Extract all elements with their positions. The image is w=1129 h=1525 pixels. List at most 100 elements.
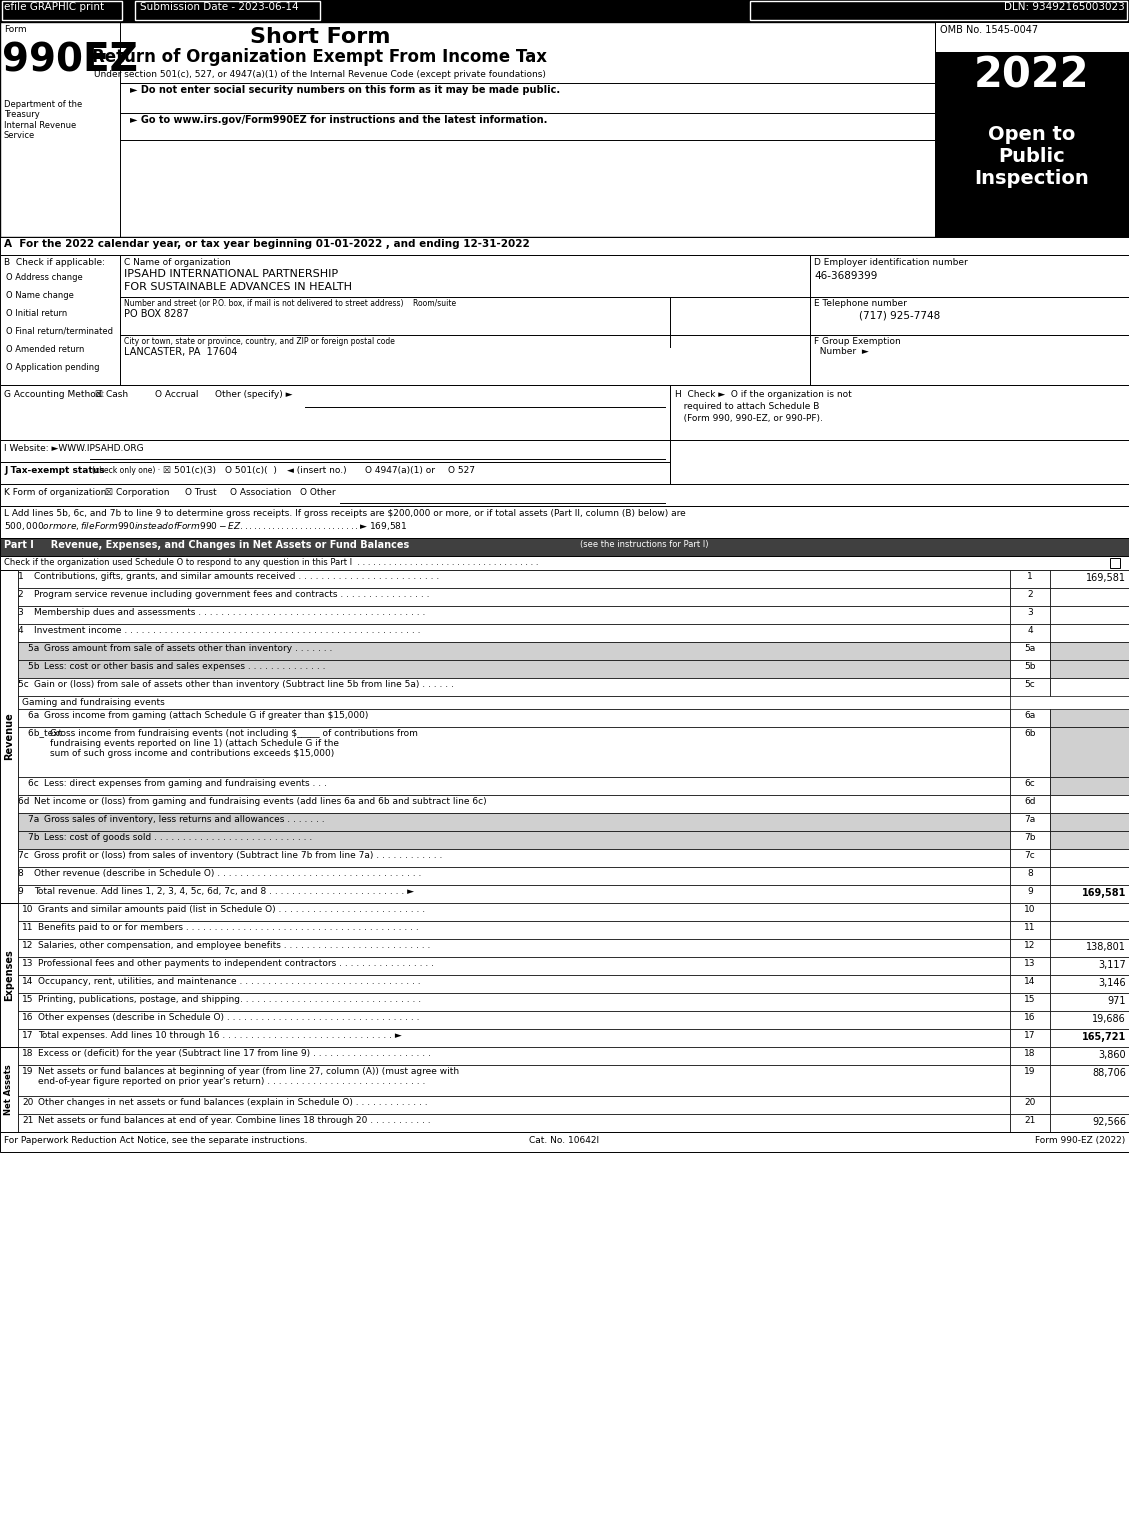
Bar — [809, 336, 1129, 384]
Text: (see the instructions for Part I): (see the instructions for Part I) — [580, 540, 709, 549]
Text: C Name of organization: C Name of organization — [124, 258, 230, 267]
Bar — [1010, 1048, 1050, 1064]
Bar — [18, 795, 1010, 813]
Bar — [1050, 589, 1129, 605]
Text: 10: 10 — [1024, 904, 1035, 913]
Text: O Name change: O Name change — [6, 291, 73, 300]
Text: sum of such gross income and contributions exceeds $15,000): sum of such gross income and contributio… — [50, 749, 334, 758]
Bar — [1050, 795, 1129, 813]
Text: G Accounting Method:: G Accounting Method: — [5, 390, 104, 400]
Text: Program service revenue including government fees and contracts . . . . . . . . : Program service revenue including govern… — [34, 590, 429, 599]
Text: 169,581: 169,581 — [1082, 888, 1126, 898]
Bar — [18, 1095, 1010, 1113]
Text: required to attach Schedule B: required to attach Schedule B — [675, 403, 820, 412]
Text: 21: 21 — [21, 1116, 34, 1124]
Text: 5c: 5c — [18, 680, 32, 689]
Text: 6b: 6b — [1024, 729, 1035, 738]
Text: Submission Date - 2023-06-14: Submission Date - 2023-06-14 — [140, 2, 299, 12]
Bar — [1010, 570, 1050, 589]
Bar — [1050, 831, 1129, 849]
Bar — [18, 778, 1010, 795]
Text: ☒ Corporation: ☒ Corporation — [105, 488, 169, 497]
Bar — [1010, 709, 1050, 726]
Bar — [18, 974, 1010, 993]
Bar — [1050, 1029, 1129, 1048]
Text: Gain or (loss) from sale of assets other than inventory (Subtract line 5b from l: Gain or (loss) from sale of assets other… — [34, 680, 454, 689]
Bar — [0, 557, 1129, 570]
Bar — [18, 921, 1010, 939]
Bar — [1050, 813, 1129, 831]
Text: O Accrual: O Accrual — [155, 390, 199, 400]
Bar — [18, 679, 1010, 695]
Text: 12: 12 — [1024, 941, 1035, 950]
Bar — [1050, 1064, 1129, 1095]
Text: B  Check if applicable:: B Check if applicable: — [5, 258, 105, 267]
Text: 3,117: 3,117 — [1099, 961, 1126, 970]
Text: 15: 15 — [1024, 994, 1035, 1003]
Text: Investment income . . . . . . . . . . . . . . . . . . . . . . . . . . . . . . . : Investment income . . . . . . . . . . . … — [34, 625, 420, 634]
Text: Excess or (deficit) for the year (Subtract line 17 from line 9) . . . . . . . . : Excess or (deficit) for the year (Subtra… — [38, 1049, 431, 1058]
Text: 19,686: 19,686 — [1092, 1014, 1126, 1023]
Text: 19: 19 — [1024, 1068, 1035, 1077]
Text: 971: 971 — [1108, 996, 1126, 1006]
Bar — [1050, 993, 1129, 1011]
Text: IPSAHD INTERNATIONAL PARTNERSHIP: IPSAHD INTERNATIONAL PARTNERSHIP — [124, 268, 338, 279]
Text: 6c: 6c — [1025, 779, 1035, 788]
Bar — [1010, 660, 1050, 679]
Text: Short Form: Short Form — [250, 27, 391, 47]
Text: 88,706: 88,706 — [1092, 1068, 1126, 1078]
Bar — [1010, 726, 1050, 778]
Text: 2022: 2022 — [974, 55, 1089, 98]
Bar — [1050, 1095, 1129, 1113]
Text: 5b: 5b — [1024, 662, 1035, 671]
Text: K Form of organization:: K Form of organization: — [5, 488, 110, 497]
Text: FOR SUSTAINABLE ADVANCES IN HEALTH: FOR SUSTAINABLE ADVANCES IN HEALTH — [124, 282, 352, 291]
Text: Other revenue (describe in Schedule O) . . . . . . . . . . . . . . . . . . . . .: Other revenue (describe in Schedule O) .… — [34, 869, 421, 878]
Text: Gross profit or (loss) from sales of inventory (Subtract line 7b from line 7a) .: Gross profit or (loss) from sales of inv… — [34, 851, 443, 860]
Text: 6d: 6d — [18, 798, 33, 807]
Text: 1: 1 — [1027, 572, 1033, 581]
Text: Professional fees and other payments to independent contractors . . . . . . . . : Professional fees and other payments to … — [38, 959, 434, 968]
Bar — [1050, 958, 1129, 974]
Text: Other (specify) ►: Other (specify) ► — [215, 390, 292, 400]
Text: ► Go to www.irs.gov/Form990EZ for instructions and the latest information.: ► Go to www.irs.gov/Form990EZ for instru… — [130, 114, 548, 125]
Text: Check if the organization used Schedule O to respond to any question in this Par: Check if the organization used Schedule … — [5, 558, 539, 567]
Text: (717) 925-7748: (717) 925-7748 — [859, 311, 940, 320]
Text: 5c: 5c — [1025, 680, 1035, 689]
Bar — [18, 1113, 1010, 1132]
Bar — [18, 660, 1010, 679]
Bar — [1010, 1113, 1050, 1132]
Text: 169,581: 169,581 — [1086, 573, 1126, 583]
Bar — [1010, 813, 1050, 831]
Text: For Paperwork Reduction Act Notice, see the separate instructions.: For Paperwork Reduction Act Notice, see … — [5, 1136, 307, 1145]
Text: L Add lines 5b, 6c, and 7b to line 9 to determine gross receipts. If gross recei: L Add lines 5b, 6c, and 7b to line 9 to … — [5, 509, 685, 532]
Bar — [18, 884, 1010, 903]
Text: Gross income from gaming (attach Schedule G if greater than $15,000): Gross income from gaming (attach Schedul… — [44, 711, 368, 720]
Text: 1: 1 — [18, 572, 29, 581]
Text: H  Check ►  O if the organization is not: H Check ► O if the organization is not — [675, 390, 851, 400]
Text: Gross sales of inventory, less returns and allowances . . . . . . .: Gross sales of inventory, less returns a… — [44, 814, 325, 824]
Bar — [809, 255, 1129, 297]
Text: Gaming and fundraising events: Gaming and fundraising events — [21, 698, 165, 708]
Text: Expenses: Expenses — [5, 949, 14, 1000]
Bar — [18, 570, 1010, 589]
Text: Form 990-EZ (2022): Form 990-EZ (2022) — [1035, 1136, 1124, 1145]
Text: Department of the
Treasury
Internal Revenue
Service: Department of the Treasury Internal Reve… — [5, 101, 82, 140]
Text: Net income or (loss) from gaming and fundraising events (add lines 6a and 6b and: Net income or (loss) from gaming and fun… — [34, 798, 487, 807]
Text: 165,721: 165,721 — [1082, 1032, 1126, 1042]
Text: 14: 14 — [1024, 978, 1035, 987]
Text: 16: 16 — [21, 1013, 34, 1022]
Text: 46-3689399: 46-3689399 — [814, 271, 877, 281]
Text: O 4947(a)(1) or: O 4947(a)(1) or — [365, 467, 435, 474]
Text: Revenue: Revenue — [5, 712, 14, 761]
Text: O Final return/terminated: O Final return/terminated — [6, 326, 113, 336]
Bar — [1010, 974, 1050, 993]
Bar — [1010, 1064, 1050, 1095]
Text: Other expenses (describe in Schedule O) . . . . . . . . . . . . . . . . . . . . : Other expenses (describe in Schedule O) … — [38, 1013, 420, 1022]
Text: Cat. No. 10642I: Cat. No. 10642I — [530, 1136, 599, 1145]
Text: Contributions, gifts, grants, and similar amounts received . . . . . . . . . . .: Contributions, gifts, grants, and simila… — [34, 572, 439, 581]
Text: 7a: 7a — [28, 814, 42, 824]
Text: Less: cost of goods sold . . . . . . . . . . . . . . . . . . . . . . . . . . . .: Less: cost of goods sold . . . . . . . .… — [44, 833, 313, 842]
Text: (Form 990, 990-EZ, or 990-PF).: (Form 990, 990-EZ, or 990-PF). — [675, 413, 823, 422]
Text: D Employer identification number: D Employer identification number — [814, 258, 968, 267]
